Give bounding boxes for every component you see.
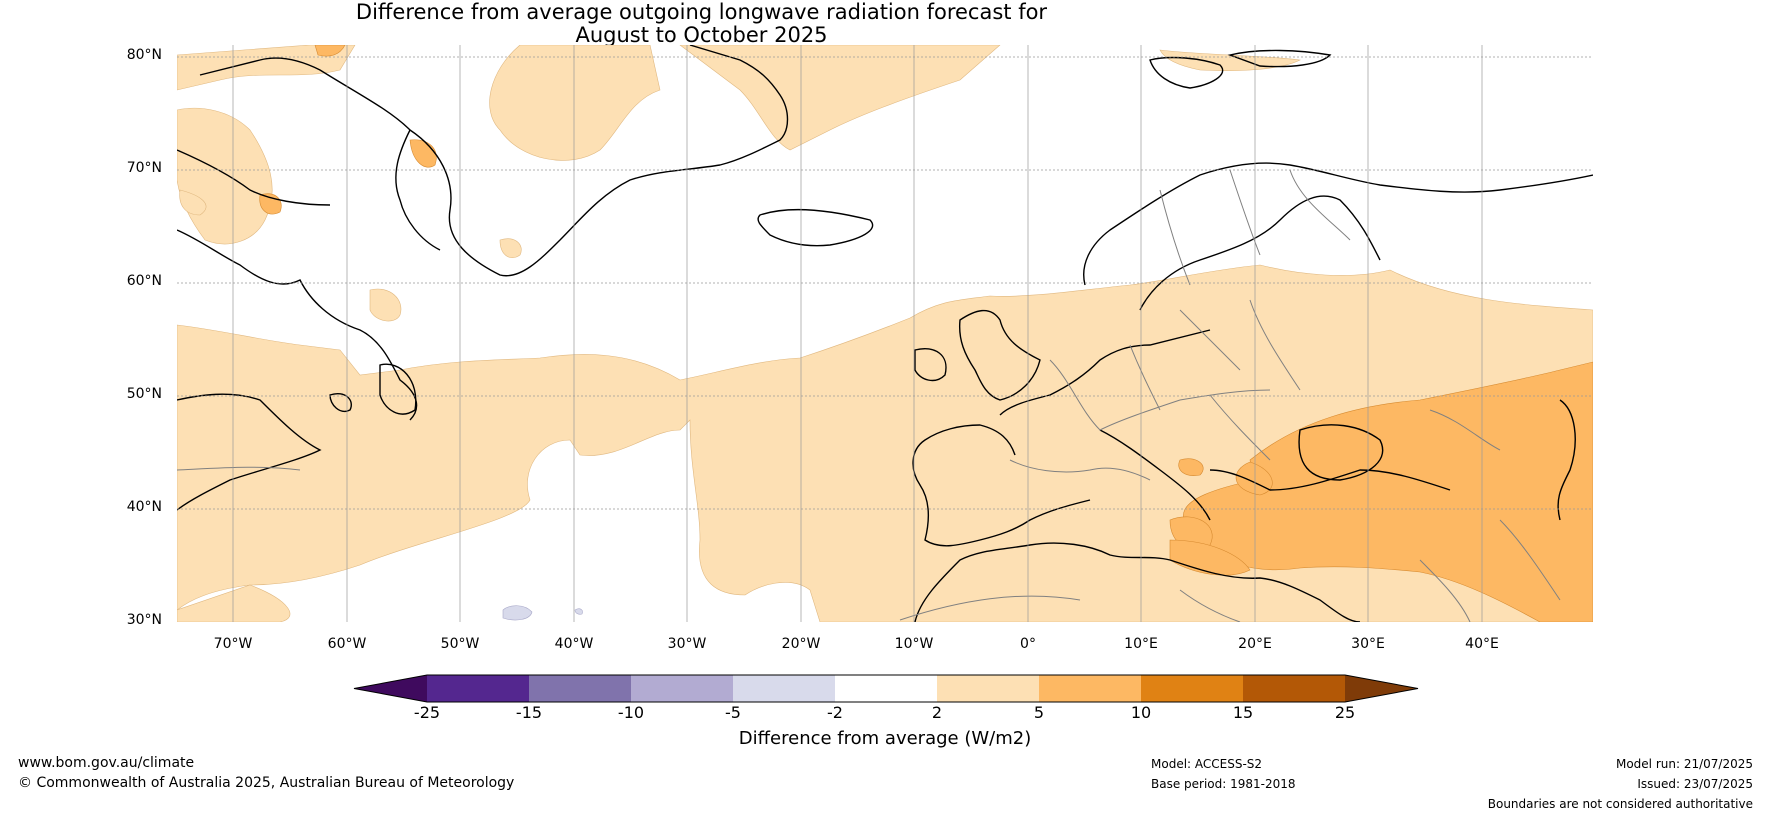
colorbar: [353, 674, 1419, 703]
colorbar-bin: [529, 675, 631, 702]
colorbar-tick: 10: [1130, 703, 1152, 722]
colorbar-bin: [835, 675, 937, 702]
footer-url: www.bom.gov.au/climate: [18, 755, 195, 771]
colorbar-tick: 25: [1334, 703, 1356, 722]
footer-model-run: Model run: 21/07/2025: [1615, 757, 1753, 771]
lon-label-50w: 50°W: [440, 636, 480, 652]
lat-label-40n: 40°N: [126, 499, 162, 515]
colorbar-extend-low: [354, 675, 427, 702]
map-area: [177, 45, 1593, 622]
graticule: [177, 45, 1593, 622]
lat-label-70n: 70°N: [126, 160, 162, 176]
footer-disclaimer: Boundaries are not considered authoritat…: [1487, 797, 1753, 811]
footer-base-period: Base period: 1981-2018: [1151, 777, 1296, 791]
footer-model: Model: ACCESS-S2: [1151, 757, 1263, 771]
colorbar-tick: -25: [413, 703, 441, 722]
coastlines: [177, 45, 1593, 622]
map-title-line-2: August to October 2025: [575, 23, 828, 47]
colorbar-label: Difference from average (W/m2): [738, 728, 1032, 749]
lon-label-10e: 10°E: [1124, 636, 1158, 652]
colorbar-tick: -15: [515, 703, 543, 722]
lat-label-80n: 80°N: [126, 47, 162, 63]
colorbar-tick: 2: [931, 703, 943, 722]
lat-label-30n: 30°N: [126, 612, 162, 628]
footer-issued: Issued: 23/07/2025: [1637, 777, 1753, 791]
lon-label-30e: 30°E: [1351, 636, 1385, 652]
colorbar-tick: -10: [617, 703, 645, 722]
lon-label-60w: 60°W: [327, 636, 367, 652]
footer-copyright: © Commonwealth of Australia 2025, Austra…: [18, 775, 515, 791]
colorbar-tick: -2: [827, 703, 843, 722]
lon-label-0: 0°: [1020, 636, 1036, 652]
colorbar-tick: 15: [1232, 703, 1254, 722]
map-title-line-1: Difference from average outgoing longwav…: [355, 0, 1048, 24]
lon-label-30w: 30°W: [667, 636, 707, 652]
colorbar-tick: -5: [725, 703, 741, 722]
lon-label-10w: 10°W: [894, 636, 934, 652]
lon-label-70w: 70°W: [213, 636, 253, 652]
anomaly-neg-2-5-region: [502, 605, 533, 621]
lon-label-20e: 20°E: [1238, 636, 1272, 652]
colorbar-extend-high: [1345, 675, 1418, 702]
country-borders: [177, 169, 1561, 622]
colorbar-bin: [1039, 675, 1141, 702]
colorbar-bin: [1141, 675, 1243, 702]
colorbar-bin: [937, 675, 1039, 702]
lon-label-20w: 20°W: [781, 636, 821, 652]
colorbar-tick: 5: [1033, 703, 1045, 722]
colorbar-bin: [733, 675, 835, 702]
lat-label-50n: 50°N: [126, 386, 162, 402]
colorbar-bin: [427, 675, 529, 702]
lon-label-40w: 40°W: [554, 636, 594, 652]
lon-label-40e: 40°E: [1465, 636, 1499, 652]
anomaly-5-10-region: [259, 45, 1593, 622]
lat-label-60n: 60°N: [126, 273, 162, 289]
colorbar-outline: [353, 674, 1419, 703]
colorbar-bin: [1243, 675, 1345, 702]
colorbar-bin: [631, 675, 733, 702]
